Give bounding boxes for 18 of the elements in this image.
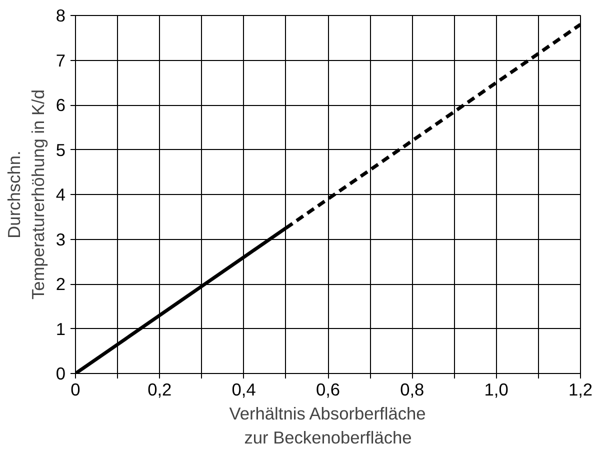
y-tick-label: 4 [56, 184, 66, 204]
x-tick-label: 0,2 [148, 380, 172, 400]
y-tick-label: 6 [56, 95, 66, 115]
y-tick-label: 3 [56, 229, 66, 250]
y-tick-label: 0 [56, 364, 66, 384]
y-tick-label: 7 [56, 50, 66, 70]
x-tick-label: 0,4 [232, 380, 256, 400]
x-axis-title: Verhältnis Absorberfläche zur Beckenoberfläche [229, 404, 426, 448]
y-tick-label: 5 [56, 140, 66, 160]
x-tick-label: 1,2 [568, 380, 593, 400]
y-tick-label: 8 [56, 6, 66, 26]
x-tick-label: 1,0 [484, 380, 508, 400]
y-tick-label: 2 [56, 274, 66, 294]
x-tick-label: 0 [70, 380, 80, 400]
x-tick-label: 0,6 [316, 380, 340, 400]
y-axis-title: Durchschn. Temperaturerhöhung in K/d [4, 89, 48, 300]
x-tick-label: 0,8 [400, 380, 424, 400]
y-tick-label: 1 [56, 318, 66, 339]
